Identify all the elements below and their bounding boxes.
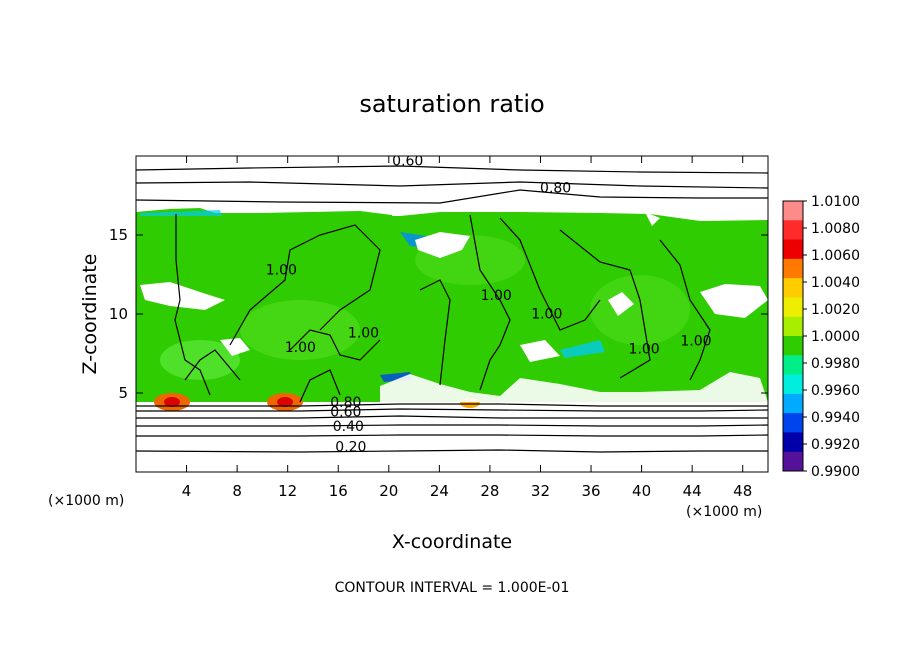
colorbar-swatch xyxy=(783,201,803,221)
x-tick-label: 16 xyxy=(329,482,348,500)
colorbar-swatch xyxy=(783,374,803,395)
x-axis-label: X-coordinate xyxy=(392,531,512,553)
colorbar-label: 0.9900 xyxy=(811,464,860,480)
colorbar-label: 1.0040 xyxy=(811,275,860,291)
x-tick-label: 48 xyxy=(733,482,752,500)
x-tick-label: 40 xyxy=(632,482,651,500)
colorbar-label: 1.0060 xyxy=(811,248,860,264)
x-tick-label: 28 xyxy=(480,482,499,500)
x-tick-label: 32 xyxy=(531,482,550,500)
x-tick-label: 4 xyxy=(182,482,192,500)
colorbar-swatch xyxy=(783,355,803,376)
x-unit-left: (×1000 m) xyxy=(48,493,124,509)
contour-label: 1.00 xyxy=(629,342,660,358)
contour-label: 1.00 xyxy=(348,326,379,342)
colorbar-label: 1.0000 xyxy=(811,329,860,345)
contour-label: 1.00 xyxy=(481,288,512,304)
colorbar-swatch xyxy=(783,220,803,241)
contour-lines xyxy=(136,165,768,453)
colorbar-swatch xyxy=(783,278,803,298)
colorbar-label: 0.9980 xyxy=(811,356,860,372)
colorbar-label: 0.9940 xyxy=(811,410,860,426)
colorbar-label: 1.0080 xyxy=(811,221,860,237)
contour-label: 0.60 xyxy=(330,405,361,421)
y-tick-label: 5 xyxy=(118,384,128,402)
contour-label: 1.00 xyxy=(285,340,316,356)
y-tick-label: 15 xyxy=(109,226,128,244)
colorbar-swatch xyxy=(783,297,803,318)
colorbar-label: 0.9960 xyxy=(811,383,860,399)
y-tick-label: 10 xyxy=(109,305,128,323)
colorbar-swatch xyxy=(783,451,803,472)
x-tick-label: 24 xyxy=(430,482,449,500)
x-tick-label: 12 xyxy=(278,482,297,500)
colorbar-swatch xyxy=(783,432,803,453)
x-tick-label: 20 xyxy=(379,482,398,500)
contour-label: 1.00 xyxy=(266,263,297,279)
colorbar-label: 1.0020 xyxy=(811,302,860,318)
x-unit-right: (×1000 m) xyxy=(686,504,762,520)
contour-label: 0.80 xyxy=(540,180,571,196)
colorbar-label: 0.9920 xyxy=(811,437,860,453)
colorbar-swatch xyxy=(783,413,803,433)
chart-title: saturation ratio xyxy=(359,90,544,118)
colorbar-swatch xyxy=(783,316,803,337)
contour-interval-footer: CONTOUR INTERVAL = 1.000E-01 xyxy=(335,580,570,596)
contour-label: 1.00 xyxy=(531,307,562,323)
colorbar-swatch xyxy=(783,258,803,279)
x-tick-label: 8 xyxy=(232,482,242,500)
contour-label: 0.20 xyxy=(335,439,366,455)
contour-label: 0.40 xyxy=(333,419,364,435)
contour-label: 1.00 xyxy=(680,334,711,350)
plot-field: 0.600.801.001.001.001.001.001.00 1.000.80… xyxy=(136,153,768,472)
colorbar-swatch xyxy=(783,336,803,356)
y-axis-label: Z-coordinate xyxy=(79,254,101,375)
colorbar-swatch xyxy=(783,393,803,414)
x-tick-label: 36 xyxy=(581,482,600,500)
colorbar-swatch xyxy=(783,239,803,260)
x-tick-label: 44 xyxy=(683,482,702,500)
contour-label: 0.60 xyxy=(392,153,423,169)
contour-label: 0.80 xyxy=(330,395,361,411)
colorbar: 1.0100 1.0080 1.0060 1.0040 1.0020 1.0000 0.99… xyxy=(782,194,860,480)
colorbar-label: 1.0100 xyxy=(811,194,860,210)
